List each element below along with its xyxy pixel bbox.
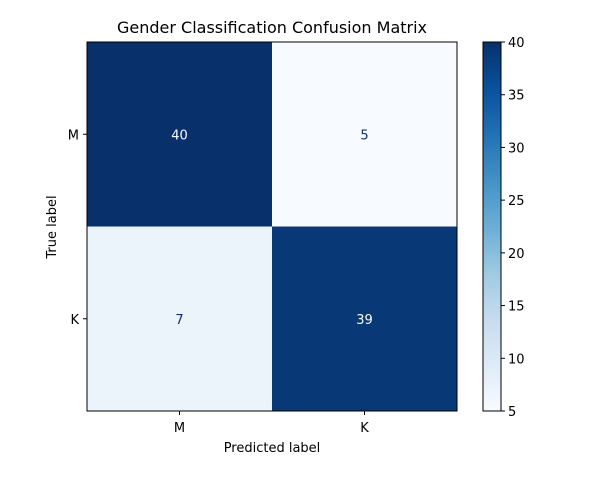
matrix-cell-labels: 40 5 7 39 — [171, 128, 373, 328]
colorbar-tick-label: 30 — [508, 141, 525, 156]
colorbar-tick-label: 15 — [508, 300, 525, 315]
colorbar-tick-label: 40 — [508, 36, 525, 51]
matrix-cells — [87, 42, 457, 411]
colorbar-tick-label: 25 — [508, 194, 525, 209]
matrix-cell-value: 7 — [175, 313, 183, 328]
x-tick-label: M — [174, 421, 185, 436]
matrix-cell-value: 5 — [360, 128, 368, 143]
x-axis-label: Predicted label — [224, 441, 321, 456]
colorbar — [482, 41, 502, 412]
plot-frame — [86, 41, 458, 412]
matrix-cell — [272, 42, 457, 227]
colorbar-ticks: 5 10 15 20 25 30 35 40 — [501, 36, 525, 420]
matrix-cell-value: 39 — [356, 313, 373, 328]
colorbar-tick-label: 35 — [508, 89, 525, 104]
y-axis-ticks: MK — [68, 128, 87, 328]
matrix-cell-value: 40 — [171, 128, 188, 143]
x-tick-label: K — [360, 421, 369, 436]
colorbar-tick-label: 20 — [508, 247, 525, 262]
matrix-cell — [87, 226, 272, 411]
chart-title: Gender Classification Confusion Matrix — [117, 18, 427, 37]
colorbar-tick-label: 10 — [508, 352, 525, 367]
colorbar-tick-label: 5 — [508, 405, 516, 420]
y-tick-label: M — [68, 128, 79, 143]
matrix-cell — [87, 42, 272, 227]
matrix-cell — [272, 226, 457, 411]
y-tick-label: K — [70, 313, 79, 328]
y-axis-label: True label — [45, 195, 60, 259]
